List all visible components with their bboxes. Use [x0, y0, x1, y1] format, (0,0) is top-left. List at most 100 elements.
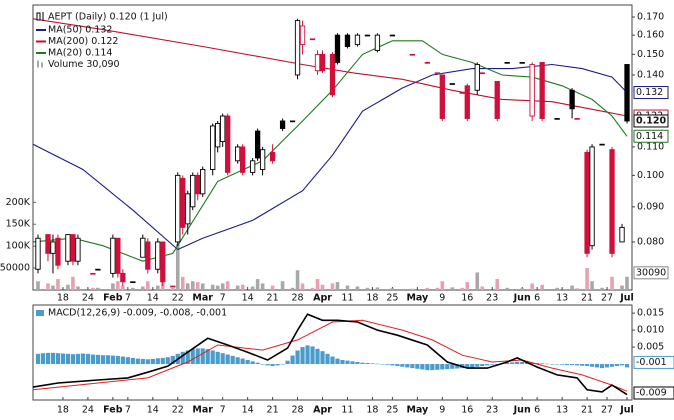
histogram-bar — [255, 362, 260, 365]
last-value-label: 0.120 — [636, 115, 666, 126]
volume-bar — [280, 281, 285, 290]
last-value-label: 0.114 — [636, 131, 663, 142]
histogram-bar — [455, 364, 460, 369]
legend-swatch — [41, 62, 43, 68]
histogram-bar — [75, 353, 81, 365]
x-tick-label: 14 — [242, 405, 254, 416]
candle-body — [609, 149, 615, 254]
volume-bar — [96, 287, 100, 290]
last-value-box — [633, 86, 669, 100]
candle-body — [569, 89, 575, 110]
x-tick-label: 25 — [386, 293, 398, 304]
candle-body — [130, 281, 136, 284]
x-tick-label: 23 — [486, 405, 498, 416]
legend-entry: Volume 30,090 — [48, 59, 120, 70]
candle-body — [180, 177, 186, 228]
candle-body — [319, 53, 326, 72]
candle-body — [190, 174, 196, 208]
x-tick-label: 13 — [556, 293, 568, 304]
y-tick-label: 0.140 — [637, 69, 664, 80]
volume-bar — [141, 286, 145, 290]
histogram-bar — [470, 364, 475, 368]
histogram-bar — [355, 362, 360, 365]
histogram-bar — [340, 359, 345, 365]
x-tick-label: 6 — [534, 293, 540, 304]
candle-body — [574, 118, 580, 120]
histogram-bar — [485, 364, 490, 366]
candle-body — [249, 160, 256, 173]
volume-bar — [225, 281, 230, 290]
histogram-bar — [584, 364, 590, 367]
volume-bar — [460, 287, 465, 290]
histogram-bar — [110, 355, 115, 365]
volume-bar — [355, 286, 360, 290]
x-tick-label: 7 — [220, 405, 226, 416]
x-tick-label: 27 — [601, 405, 613, 416]
candle-body — [259, 149, 266, 170]
volume-bar — [335, 282, 340, 290]
histogram-bar — [200, 348, 205, 365]
candle-body — [185, 193, 191, 225]
histogram-bar — [565, 364, 570, 366]
candle-body — [55, 237, 61, 266]
y-tick-label: 0.170 — [637, 12, 664, 23]
x-tick-label: Jun — [513, 293, 531, 304]
x-tick-label: 18 — [366, 293, 378, 304]
volume-bar — [435, 287, 440, 290]
histogram-bar — [85, 353, 91, 365]
y-tick-label: 0.150 — [637, 49, 664, 60]
histogram-bar — [240, 358, 245, 365]
histogram-bar — [130, 357, 135, 365]
histogram-bar — [270, 364, 275, 367]
volume-bar — [600, 287, 604, 290]
x-tick-label: 9 — [439, 293, 445, 304]
last-value-label: 0.132 — [636, 87, 663, 98]
x-tick-label: Feb — [103, 405, 123, 416]
histogram-bar — [190, 349, 195, 365]
histogram-bar — [285, 360, 290, 365]
histogram-bar — [480, 364, 485, 367]
volume-bar — [155, 285, 160, 290]
y-tick-label: 0.015 — [637, 308, 664, 319]
histogram-bar — [290, 355, 295, 365]
volume-bar — [295, 270, 300, 290]
candle-body — [434, 72, 440, 75]
x-tick-label: 21 — [267, 405, 279, 416]
histogram-bar — [330, 356, 335, 365]
histogram-bar — [220, 353, 225, 365]
histogram-bar — [490, 364, 495, 365]
histogram-bar — [335, 358, 340, 365]
histogram-bar — [80, 353, 86, 365]
volume-bar — [450, 287, 455, 290]
volume-bar — [345, 285, 350, 290]
volume-bar — [36, 281, 40, 290]
last-value-label: 30090 — [636, 267, 666, 278]
volume-bar — [250, 286, 255, 290]
candle-body — [334, 34, 341, 63]
histogram-bar — [295, 350, 300, 365]
histogram-bar — [100, 355, 105, 365]
histogram-bar — [415, 364, 420, 369]
histogram-bar — [140, 358, 145, 365]
volume-bar — [540, 284, 544, 290]
x-tick-label: 16 — [461, 293, 473, 304]
histogram-bar — [410, 364, 415, 369]
candle-body — [220, 115, 226, 143]
last-value-box — [633, 129, 669, 143]
histogram-bar — [619, 364, 625, 366]
histogram-bar — [165, 357, 170, 365]
histogram-bar — [390, 364, 395, 366]
volume-tick-label: 150K — [6, 219, 31, 230]
histogram-bar — [450, 364, 455, 369]
histogram-bar — [215, 351, 220, 365]
x-tick-label: 14 — [147, 293, 159, 304]
last-value-box — [633, 266, 669, 280]
histogram-bar — [540, 363, 545, 365]
volume-bar — [320, 284, 325, 290]
volume-bar — [146, 281, 150, 290]
histogram-bar — [135, 358, 140, 365]
histogram-bar — [250, 361, 255, 365]
volume-bar — [200, 283, 205, 290]
histogram-bar — [170, 355, 175, 365]
volume-bar — [116, 281, 120, 290]
